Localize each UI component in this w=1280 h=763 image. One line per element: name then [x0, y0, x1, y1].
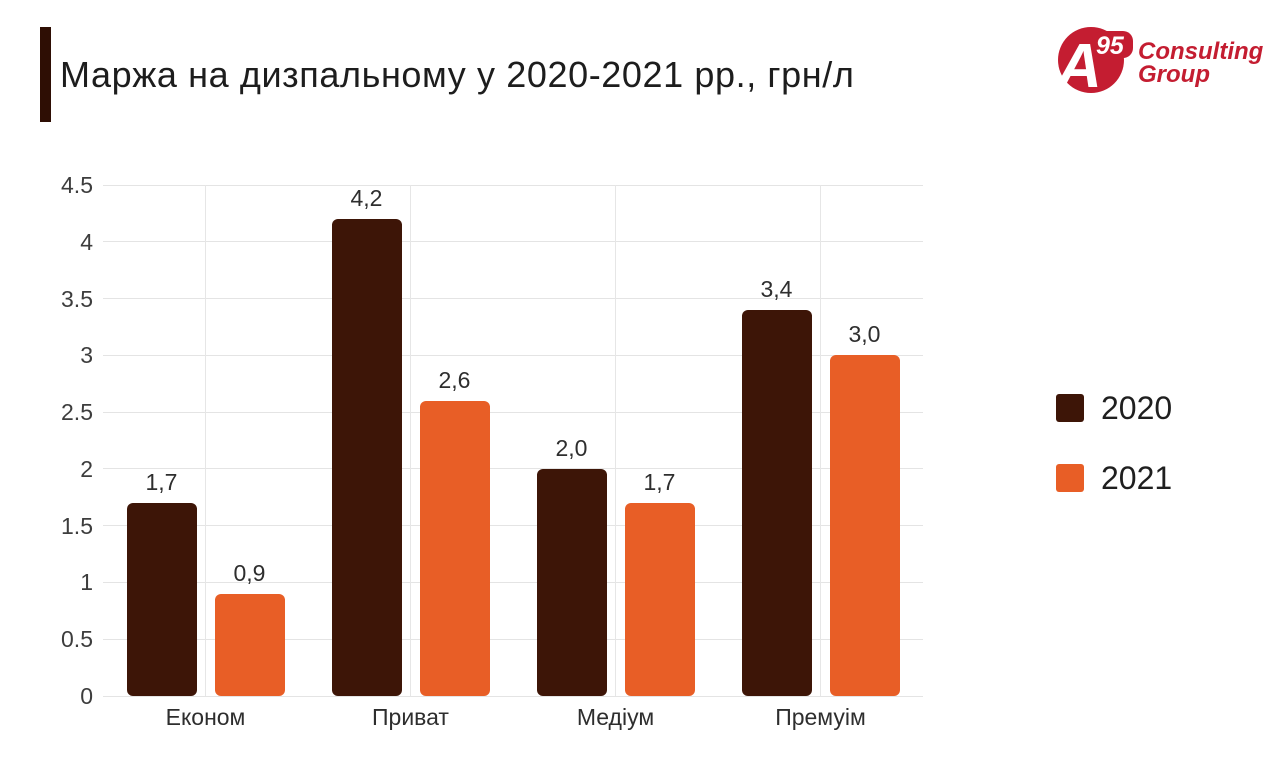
gridline-horizontal — [103, 241, 923, 243]
logo-text-line2: Group — [1138, 61, 1210, 88]
y-axis-tick-label: 0 — [80, 683, 93, 709]
gridline-vertical — [205, 185, 206, 696]
legend-swatch-2020 — [1056, 394, 1084, 422]
bar-chart-plot-area: 0 0.5 1 1.5 2 2.5 3 3.5 4 4.5 1,7 0,9 Економ 4,2 2,6 Пр… — [61, 172, 923, 730]
legend-item-2020: 2020 — [1056, 390, 1173, 426]
y-axis-tick-label: 3.5 — [61, 285, 93, 312]
y-axis-tick-label: 2.5 — [61, 399, 93, 426]
gridline-horizontal — [103, 411, 923, 413]
bar-2021-Приват — [419, 400, 490, 696]
y-axis-tick-label: 4.5 — [61, 172, 93, 198]
gridline-horizontal — [103, 468, 923, 470]
chart-title: Маржа на дизпальному у 2020-2021 рр., гр… — [60, 53, 855, 95]
bar-value-label-2021-Приват: 2,6 — [438, 366, 471, 393]
legend-label-2020: 2020 — [1101, 390, 1173, 426]
gridline-horizontal — [103, 184, 923, 186]
legend-item-2021: 2021 — [1056, 460, 1173, 496]
y-axis-tick-label: 2 — [80, 455, 93, 482]
gridline-horizontal — [103, 581, 923, 583]
x-axis-label-Приват: Приват — [372, 704, 449, 730]
gridline-vertical — [410, 185, 411, 696]
bar-2021-Медіум — [624, 502, 695, 696]
bar-value-label-2021-Премуім: 3,0 — [848, 321, 881, 348]
gridline-horizontal — [103, 638, 923, 640]
bar-value-label-2021-Медіум: 1,7 — [643, 468, 676, 495]
logo-letter: A — [1055, 32, 1102, 98]
y-axis-tick-label: 0.5 — [61, 626, 93, 653]
y-axis-tick-label: 1.5 — [61, 512, 93, 539]
x-axis-label-Економ: Економ — [165, 704, 246, 730]
x-axis-label-Медіум: Медіум — [576, 704, 655, 730]
gridline-horizontal — [103, 525, 923, 527]
bar-value-label-2020-Приват: 4,2 — [350, 185, 383, 212]
logo-sup-tab — [1092, 31, 1133, 58]
gridline-vertical — [820, 185, 821, 696]
bar-value-label-2020-Економ: 1,7 — [145, 468, 178, 495]
gridline-vertical — [615, 185, 616, 696]
chart-legend: 2020 2021 — [1056, 390, 1173, 533]
bar-2020-Приват — [331, 219, 402, 696]
bar-value-label-2020-Медіум: 2,0 — [555, 434, 588, 461]
legend-label-2021: 2021 — [1101, 460, 1173, 496]
bar-2021-Економ — [214, 593, 285, 696]
gridline-horizontal — [103, 695, 923, 697]
y-axis-tick-label: 4 — [80, 228, 93, 255]
bar-2020-Медіум — [536, 468, 607, 696]
bar-value-label-2021-Економ: 0,9 — [233, 559, 266, 586]
y-axis-tick-label: 3 — [80, 342, 93, 369]
bar-2020-Премуім — [741, 309, 812, 696]
title-accent-bar — [40, 27, 51, 122]
x-axis-label-Премуім: Премуім — [775, 704, 866, 730]
company-logo: A 95 Consulting Group — [1055, 27, 1263, 98]
logo-text-line1: Consulting — [1138, 38, 1263, 65]
bar-value-label-2020-Премуім: 3,4 — [760, 275, 793, 302]
y-axis-tick-label: 1 — [80, 569, 93, 596]
header: Маржа на дизпальному у 2020-2021 рр., гр… — [40, 27, 854, 122]
gridline-horizontal — [103, 354, 923, 356]
gridline-horizontal — [103, 298, 923, 300]
legend-swatch-2021 — [1056, 464, 1084, 492]
bar-2020-Економ — [126, 502, 197, 696]
bar-2021-Премуім — [829, 355, 900, 696]
logo-superscript: 95 — [1096, 32, 1125, 60]
